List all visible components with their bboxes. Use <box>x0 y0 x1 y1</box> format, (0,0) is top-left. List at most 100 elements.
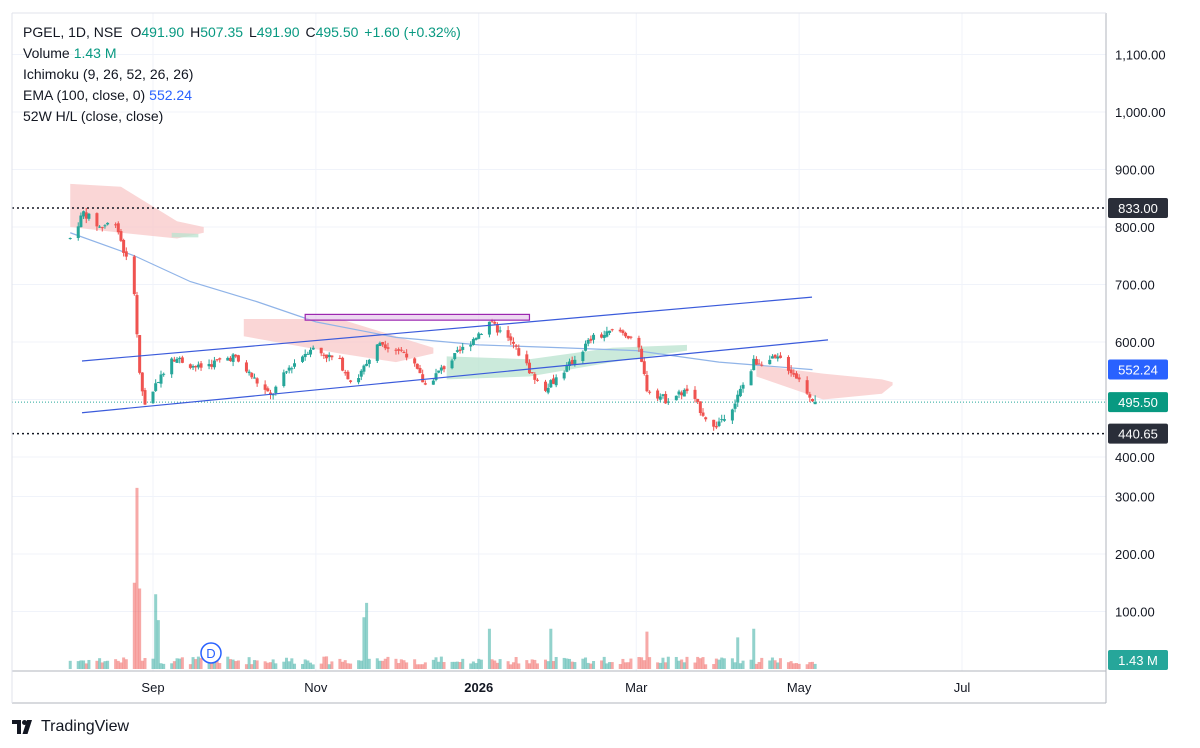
legend-ema-label: EMA (100, close, 0) <box>23 87 146 103</box>
candle-body <box>250 373 254 378</box>
volume-bar <box>733 662 737 669</box>
candle-body <box>786 356 790 371</box>
candle <box>749 369 753 386</box>
volume-bar <box>624 662 628 669</box>
candle <box>602 330 606 342</box>
tradingview-brand[interactable]: TradingView <box>12 716 129 738</box>
volume-bar <box>506 661 510 669</box>
candle <box>624 331 628 339</box>
candle-body <box>135 295 139 335</box>
volume-bar <box>648 657 652 669</box>
y-tick-label: 400.00 <box>1115 450 1155 465</box>
candle <box>247 369 251 376</box>
candle-body <box>530 372 534 374</box>
volume-bar <box>132 582 136 669</box>
legend-52w: 52W H/L (close, close) <box>23 108 164 124</box>
candle-body <box>685 388 689 392</box>
candle-body <box>661 394 665 396</box>
volume-bar <box>543 659 547 669</box>
candle-body <box>309 349 313 355</box>
volume-bar <box>458 662 462 669</box>
volume-bar <box>284 657 288 669</box>
candle-body <box>266 388 270 392</box>
candle-body <box>642 361 646 374</box>
legend-ema-row[interactable]: EMA (100, close, 0) 552.24 <box>23 85 461 106</box>
volume-bar <box>188 664 192 669</box>
candle <box>511 337 515 349</box>
candle-body <box>461 346 465 350</box>
candle <box>584 340 588 352</box>
volume-bar <box>701 657 705 669</box>
y-axis-labels: 1,100.00 1,000.00 900.00 800.00 700.00 600.00… <box>1115 48 1166 620</box>
volume-bar <box>338 658 342 669</box>
candle <box>95 212 99 231</box>
volume-bar <box>236 660 240 669</box>
candle-body <box>589 338 593 341</box>
dividend-marker-icon[interactable]: D <box>200 642 222 664</box>
candle-body <box>431 380 435 385</box>
candle-body <box>140 372 144 392</box>
candle-body <box>637 337 641 348</box>
candle-body <box>95 213 99 227</box>
x-tick-label: 2026 <box>464 680 493 695</box>
y-tick-label: 200.00 <box>1115 547 1155 562</box>
volume-bar <box>116 660 120 669</box>
candle <box>180 355 184 364</box>
candle-body <box>674 395 678 401</box>
price-tag-text: 440.65 <box>1118 427 1158 442</box>
candle-body <box>228 357 232 362</box>
volume-bar <box>226 656 230 669</box>
candle-body <box>287 367 291 371</box>
volume-bar <box>114 659 118 669</box>
candle <box>309 347 313 358</box>
legend-symbol[interactable]: PGEL, 1D, NSE <box>23 24 123 40</box>
candle <box>431 378 435 385</box>
candle-body <box>789 369 793 374</box>
candle-body <box>188 364 192 368</box>
candle-body <box>752 358 756 371</box>
legend-ichimoku-row[interactable]: Ichimoku (9, 26, 52, 26, 26) <box>23 64 461 85</box>
candle <box>554 374 558 388</box>
candle <box>357 374 361 385</box>
drawings[interactable] <box>81 296 829 414</box>
candle-body <box>319 347 323 354</box>
volume-bar <box>151 658 155 669</box>
candle-body <box>236 355 240 362</box>
candle <box>698 401 702 416</box>
candle-body <box>255 378 259 384</box>
volume-bar <box>98 658 102 669</box>
volume-bar <box>527 663 531 669</box>
candle-body <box>760 364 764 366</box>
volume-bar <box>138 588 142 669</box>
candle-body <box>570 360 574 365</box>
volume-bar <box>405 662 409 669</box>
volume-bar <box>487 628 491 669</box>
candle <box>234 353 238 359</box>
volume-bar <box>608 662 612 669</box>
volume-bar <box>365 602 369 669</box>
volume-bar <box>509 664 513 669</box>
volume-bar <box>103 661 107 669</box>
volume-bar <box>610 662 614 669</box>
volume-bar <box>140 660 144 669</box>
candle-body <box>124 251 128 257</box>
volume-bar <box>511 662 515 669</box>
volume-bar <box>656 662 660 669</box>
candle-body <box>381 342 385 345</box>
volume-bar <box>268 662 272 669</box>
candle-body <box>306 353 310 355</box>
candle-body <box>624 332 628 337</box>
candle-body <box>375 344 379 361</box>
candle <box>301 355 305 364</box>
candle-body <box>327 354 331 358</box>
volume-bar <box>794 663 798 669</box>
candle <box>178 356 182 364</box>
volume-bar <box>752 628 756 669</box>
candle <box>498 326 502 334</box>
candle-body <box>247 371 251 374</box>
candle-body <box>738 388 742 397</box>
legend-52w-row[interactable]: 52W H/L (close, close) <box>23 106 461 127</box>
candle <box>549 379 553 389</box>
legend-volume-row[interactable]: Volume 1.43 M <box>23 43 461 64</box>
